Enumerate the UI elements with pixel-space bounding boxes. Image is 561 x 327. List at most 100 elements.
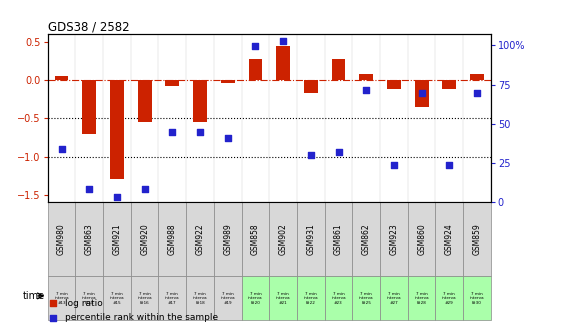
Text: 7 min
interva
l#18: 7 min interva l#18 [193,292,208,305]
Bar [75,202,103,276]
Text: GSM858: GSM858 [251,223,260,255]
Text: 7 min
interva
l#28: 7 min interva l#28 [415,292,429,305]
Text: 7 min
interva
#27: 7 min interva #27 [387,292,401,305]
Text: GSM859: GSM859 [472,223,481,255]
Bar [214,276,242,320]
Text: 7 min
interva
#23: 7 min interva #23 [331,292,346,305]
Text: 7 min
interva
#15: 7 min interva #15 [109,292,124,305]
Bar [304,80,318,93]
Text: percentile rank within the sample: percentile rank within the sample [65,313,218,322]
Bar [325,202,352,276]
Bar [359,74,373,80]
Bar [269,276,297,320]
Bar [54,76,68,80]
Point [417,91,426,96]
Bar [269,202,297,276]
Point [57,146,66,151]
Text: 7 min
interva
#19: 7 min interva #19 [220,292,235,305]
Bar [48,276,75,320]
Text: GSM921: GSM921 [112,223,121,255]
Bar [470,74,484,80]
Bar [352,276,380,320]
Bar [137,80,151,122]
Bar [463,276,491,320]
Bar [103,202,131,276]
Text: GSM931: GSM931 [306,223,315,255]
Text: 7 min
interva
#17: 7 min interva #17 [165,292,180,305]
Text: time: time [23,291,45,301]
Bar [297,202,325,276]
Point [334,149,343,155]
Bar [415,80,429,107]
Bar [242,202,269,276]
Text: GSM988: GSM988 [168,223,177,255]
Bar [352,202,380,276]
Bar [159,202,186,276]
Text: GDS38 / 2582: GDS38 / 2582 [48,20,129,33]
Bar [242,276,269,320]
Point [445,163,454,168]
Bar [221,80,234,83]
Bar [103,276,131,320]
Point [49,301,58,306]
Bar [110,80,124,180]
Text: 7 min
interva
l#30: 7 min interva l#30 [470,292,484,305]
Bar [297,276,325,320]
Bar [380,202,408,276]
Text: GSM920: GSM920 [140,223,149,255]
Bar [82,80,96,134]
Point [196,129,205,134]
Bar [48,202,75,276]
Text: GSM860: GSM860 [417,223,426,255]
Bar [186,276,214,320]
Bar [131,202,158,276]
Text: GSM980: GSM980 [57,223,66,255]
Text: 7 min
interva
l#16: 7 min interva l#16 [137,292,152,305]
Bar [325,276,352,320]
Text: 7 min
interva
#29: 7 min interva #29 [442,292,457,305]
Bar [463,202,491,276]
Bar [186,202,214,276]
Bar [193,80,207,122]
Bar [75,276,103,320]
Text: GSM924: GSM924 [445,223,454,255]
Text: 7 min
interva
l#20: 7 min interva l#20 [248,292,263,305]
Text: GSM989: GSM989 [223,223,232,255]
Bar [408,276,435,320]
Text: 7 min
interva
#21: 7 min interva #21 [276,292,291,305]
Bar [276,46,290,80]
Point [140,186,149,192]
Bar [165,80,180,86]
Point [168,129,177,134]
Point [49,315,58,320]
Point [472,91,481,96]
Point [223,136,232,141]
Text: GSM922: GSM922 [196,223,205,255]
Text: 7 min
interva
l#25: 7 min interva l#25 [359,292,374,305]
Text: GSM863: GSM863 [85,223,94,255]
Point [389,163,398,168]
Bar [332,59,346,80]
Text: 7 min
interva
l#14: 7 min interva l#14 [82,292,96,305]
Text: 7 min
interva
#13: 7 min interva #13 [54,292,69,305]
Point [279,39,288,44]
Bar [408,202,435,276]
Bar [249,59,263,80]
Point [306,153,315,158]
Text: GSM862: GSM862 [362,223,371,255]
Bar [214,202,242,276]
Bar [159,276,186,320]
Bar [435,202,463,276]
Bar [387,80,401,89]
Text: 7 min
interva
l#22: 7 min interva l#22 [304,292,318,305]
Text: GSM902: GSM902 [279,223,288,255]
Bar [435,276,463,320]
Bar [443,80,456,89]
Text: log ratio: log ratio [65,299,102,308]
Point [251,43,260,49]
Bar [380,276,408,320]
Text: GSM923: GSM923 [389,223,398,255]
Point [85,186,94,192]
Point [112,195,121,200]
Bar [131,276,158,320]
